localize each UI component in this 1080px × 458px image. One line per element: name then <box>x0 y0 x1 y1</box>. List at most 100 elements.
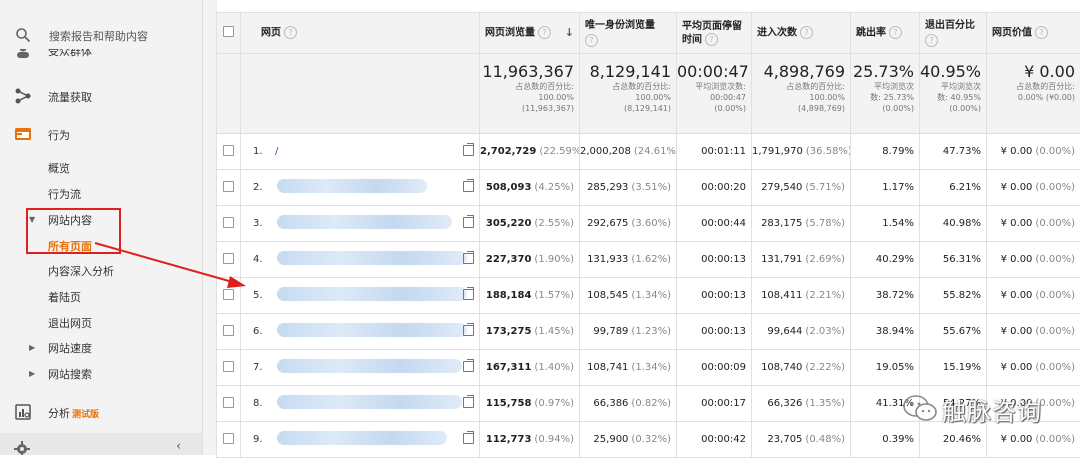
open-link-icon[interactable] <box>463 433 474 444</box>
row-checkbox[interactable] <box>223 397 234 408</box>
open-link-icon[interactable] <box>463 253 474 264</box>
entrances-cell: 131,791(2.69%) <box>752 242 851 278</box>
row-checkbox-cell[interactable] <box>217 350 241 386</box>
page-cell[interactable]: 7. <box>241 350 480 386</box>
help-icon[interactable]: ? <box>800 26 813 39</box>
table-row[interactable]: 1./2,702,729(22.59%)2,000,208(24.61%)00:… <box>217 134 1080 170</box>
row-checkbox-cell[interactable] <box>217 314 241 350</box>
sidebar-item-landing[interactable]: 着陆页 <box>48 289 81 305</box>
help-icon[interactable]: ? <box>705 33 718 46</box>
help-icon[interactable]: ? <box>925 34 938 47</box>
row-number: 6. <box>253 326 275 337</box>
page-cell[interactable]: 8. <box>241 386 480 422</box>
page-cell[interactable]: 9. <box>241 422 480 458</box>
open-link-icon[interactable] <box>463 181 474 192</box>
sidebar-item-site-search[interactable]: 网站搜索 <box>48 366 92 382</box>
header-unique-pageviews[interactable]: 唯一身份浏览量? <box>580 13 677 54</box>
page-cell[interactable]: 4. <box>241 242 480 278</box>
bounce-rate-cell: 1.17% <box>851 170 920 206</box>
sidebar-item-audience[interactable]: 受众群体 <box>0 49 202 63</box>
sidebar-item-site-speed[interactable]: 网站速度 <box>48 340 92 356</box>
caret-right-icon[interactable]: ▶ <box>29 343 35 352</box>
page-path-link[interactable]: / <box>275 146 278 157</box>
sidebar-item-label: 分析 <box>48 407 70 420</box>
row-checkbox-cell[interactable] <box>217 206 241 242</box>
row-checkbox[interactable] <box>223 361 234 372</box>
page-cell[interactable]: 1./ <box>241 134 480 170</box>
row-checkbox[interactable] <box>223 325 234 336</box>
gear-icon[interactable] <box>14 441 30 455</box>
sidebar-item-flow[interactable]: 行为流 <box>48 186 81 202</box>
header-label: 网页价值 <box>992 28 1032 39</box>
sidebar-item-acquisition[interactable]: 流量获取 <box>0 85 202 107</box>
open-link-icon[interactable] <box>463 289 474 300</box>
pageviews-cell: 508,093(4.25%) <box>480 170 580 206</box>
row-checkbox[interactable] <box>223 181 234 192</box>
row-checkbox[interactable] <box>223 217 234 228</box>
avg-time-cell: 00:01:11 <box>677 134 752 170</box>
header-avg-time[interactable]: 平均页面停留时间? <box>677 13 752 54</box>
open-link-icon[interactable] <box>463 145 474 156</box>
row-checkbox[interactable] <box>223 145 234 156</box>
row-checkbox-cell[interactable] <box>217 386 241 422</box>
help-icon[interactable]: ? <box>284 26 297 39</box>
row-checkbox-cell[interactable] <box>217 134 241 170</box>
header-label: 网页浏览量 <box>485 28 535 39</box>
caret-right-icon[interactable]: ▶ <box>29 369 35 378</box>
header-pageviews[interactable]: 网页浏览量? ↓ <box>480 13 580 54</box>
row-number: 8. <box>253 398 275 409</box>
page-cell[interactable]: 5. <box>241 278 480 314</box>
sidebar-item-exit[interactable]: 退出网页 <box>48 315 92 331</box>
pageviews-cell: 2,702,729(22.59%) <box>480 134 580 170</box>
row-checkbox[interactable] <box>223 253 234 264</box>
sidebar-item-label: 流量获取 <box>48 89 92 105</box>
open-link-icon[interactable] <box>463 325 474 336</box>
row-checkbox-cell[interactable] <box>217 278 241 314</box>
row-checkbox[interactable] <box>223 433 234 444</box>
chevron-left-icon[interactable]: ‹ <box>176 439 181 454</box>
sidebar-gutter <box>202 0 217 455</box>
row-checkbox-cell[interactable] <box>217 170 241 206</box>
help-icon[interactable]: ? <box>538 26 551 39</box>
pageviews-cell: 227,370(1.90%) <box>480 242 580 278</box>
help-icon[interactable]: ? <box>889 26 902 39</box>
header-label: 跳出率 <box>856 28 886 39</box>
bounce-rate-cell: 19.05% <box>851 350 920 386</box>
page-cell[interactable]: 3. <box>241 206 480 242</box>
header-exit-pct[interactable]: 退出百分比? <box>920 13 987 54</box>
help-icon[interactable]: ? <box>1035 26 1048 39</box>
sort-desc-icon[interactable]: ↓ <box>565 26 574 39</box>
sidebar-item-overview[interactable]: 概览 <box>48 160 70 176</box>
sidebar-item-behavior[interactable]: 行为 <box>0 123 202 145</box>
open-link-icon[interactable] <box>463 217 474 228</box>
exit-pct-cell: 6.21% <box>920 170 987 206</box>
open-link-icon[interactable] <box>463 397 474 408</box>
header-page[interactable]: 网页? <box>241 13 480 54</box>
select-all-checkbox[interactable] <box>223 26 234 37</box>
sidebar-search[interactable]: 搜索报告和帮助内容 <box>0 20 202 50</box>
header-label: 进入次数 <box>757 28 797 39</box>
sidebar-item-label: 受众群体 <box>48 49 92 59</box>
row-checkbox[interactable] <box>223 289 234 300</box>
open-link-icon[interactable] <box>463 361 474 372</box>
sidebar-item-analysis[interactable]: 分析测试版 <box>0 401 202 423</box>
sidebar-item-drilldown[interactable]: 内容深入分析 <box>48 263 114 279</box>
page-cell[interactable]: 6. <box>241 314 480 350</box>
row-number: 1. <box>253 146 275 157</box>
header-bounce-rate[interactable]: 跳出率? <box>851 13 920 54</box>
header-page-value[interactable]: 网页价值? <box>987 13 1080 54</box>
unique-pageviews-cell: 108,741(1.34%) <box>580 350 677 386</box>
redacted-url <box>277 287 467 301</box>
header-entrances[interactable]: 进入次数? <box>752 13 851 54</box>
page-cell[interactable]: 2. <box>241 170 480 206</box>
row-checkbox-cell[interactable] <box>217 242 241 278</box>
help-icon[interactable]: ? <box>585 34 598 47</box>
header-select-all[interactable] <box>217 13 241 54</box>
row-checkbox-cell[interactable] <box>217 422 241 458</box>
